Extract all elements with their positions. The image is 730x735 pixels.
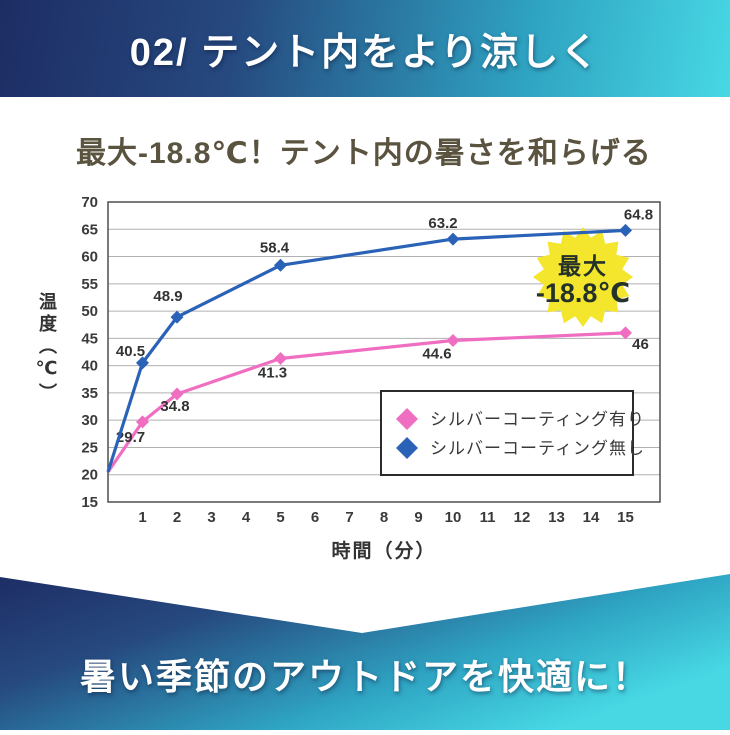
data-point-marker — [274, 258, 287, 272]
badge-line1: 最大 — [558, 253, 608, 279]
x-tick-label: 11 — [480, 509, 496, 526]
y-tick-label: 65 — [81, 221, 98, 238]
data-point-label: 48.9 — [153, 288, 182, 305]
data-point-label: 40.5 — [116, 343, 145, 360]
y-tick-label: 70 — [81, 194, 98, 211]
data-point-label: 34.8 — [160, 398, 189, 415]
legend-marker-uncoated-icon — [396, 437, 418, 459]
data-point-marker — [619, 223, 632, 237]
y-axis-title: 温度（℃） — [37, 292, 57, 405]
x-tick-label: 9 — [414, 509, 422, 526]
x-tick-label: 3 — [207, 509, 215, 526]
data-point-marker — [136, 356, 149, 370]
top-banner: 02/ テント内をより涼しく — [0, 0, 730, 97]
data-point-marker — [446, 334, 460, 348]
data-point-label: 46 — [632, 336, 649, 353]
legend-label-uncoated: シルバーコーティング無し — [430, 439, 645, 458]
y-tick-label: 45 — [81, 330, 98, 347]
legend-label-coated: シルバーコーティング有り — [430, 410, 645, 429]
series-line-1 — [106, 228, 626, 473]
x-tick-label: 6 — [311, 509, 319, 526]
legend-box — [380, 390, 634, 476]
data-point-marker — [136, 415, 149, 429]
data-point-label: 64.8 — [624, 206, 653, 223]
x-tick-label: 12 — [514, 509, 531, 526]
max-diff-badge: 最大 -18.8℃ — [533, 227, 633, 327]
x-tick-label: 5 — [276, 509, 284, 526]
series-layer: 29.7 34.8 41.3 44.6 46 40.5 48.9 58.4 63.2 64.8 — [106, 206, 653, 473]
bottom-banner-shape — [0, 574, 730, 730]
y-tick-label: 15 — [81, 494, 98, 511]
bottom-banner-title: 暑い季節のアウトドアを快適に！ — [79, 656, 650, 697]
data-point-marker — [619, 326, 632, 340]
y-tick-label: 40 — [81, 358, 98, 375]
x-tick-label: 14 — [583, 509, 600, 526]
y-tick-label: 55 — [81, 276, 98, 293]
y-tick-label: 50 — [81, 303, 98, 320]
badge-line2: -18.8℃ — [536, 278, 630, 308]
top-banner-title: 02/ テント内をより涼しく — [129, 32, 601, 74]
data-point-label: 29.7 — [116, 429, 145, 446]
x-tick-label: 7 — [345, 509, 353, 526]
x-tick-label: 1 — [138, 509, 146, 526]
y-tick-label: 35 — [81, 385, 98, 402]
x-tick-label: 10 — [445, 509, 462, 526]
section-heading: 最大-18.8℃！テント内の暑さを和らげる — [76, 137, 652, 170]
data-point-marker — [170, 310, 184, 324]
data-point-label: 63.2 — [428, 215, 457, 232]
x-axis-title: 時間（分） — [331, 539, 436, 562]
y-tick-label: 20 — [81, 467, 98, 484]
bottom-banner: 暑い季節のアウトドアを快適に！ — [0, 560, 730, 730]
y-tick-label: 60 — [81, 249, 98, 266]
x-tick-label: 8 — [380, 509, 388, 526]
legend-marker-coated-icon — [396, 408, 418, 430]
x-tick-label: 2 — [173, 509, 181, 526]
series-line-0 — [106, 331, 626, 473]
data-point-marker — [274, 352, 287, 366]
bottom-banner-polygon — [0, 574, 730, 730]
x-tick-label: 13 — [548, 509, 565, 526]
data-point-marker — [170, 387, 184, 401]
chart-legend: シルバーコーティング有り シルバーコーティング無し — [380, 390, 645, 476]
x-tick-label: 4 — [242, 509, 251, 526]
data-point-marker — [446, 232, 460, 246]
y-tick-label: 25 — [81, 439, 98, 456]
data-point-label: 58.4 — [260, 239, 290, 256]
plot-border — [107, 201, 661, 503]
data-point-label: 41.3 — [258, 365, 287, 382]
starburst-badge-shape — [533, 227, 633, 327]
data-point-label: 44.6 — [422, 346, 451, 363]
y-tick-label: 30 — [81, 412, 98, 429]
x-tick-label: 15 — [617, 509, 634, 526]
